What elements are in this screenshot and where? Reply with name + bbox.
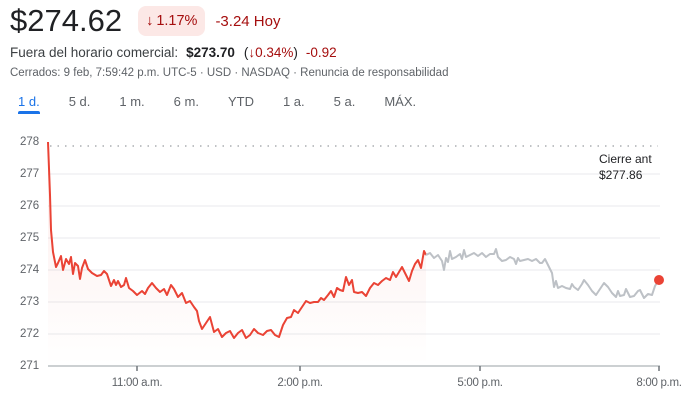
after-hours-change: -0.92 [305, 45, 337, 60]
x-tick-label: 5:00 p.m. [457, 377, 503, 389]
arrow-down-icon: ↓ [146, 13, 154, 29]
range-tabs: 1 d. 5 d. 1 m. 6 m. YTD 1 a. 5 a. MÁX. [18, 94, 445, 114]
tab-1m[interactable]: 1 m. [119, 94, 145, 109]
x-tick-label: 2:00 p.m. [277, 377, 323, 389]
after-hours-label: Fuera del horario comercial: [10, 45, 179, 60]
tab-1y[interactable]: 1 a. [282, 94, 305, 109]
tab-6m[interactable]: 6 m. [173, 94, 199, 109]
regular-hours-line [47, 141, 427, 339]
y-tick-label: 274 [20, 264, 40, 276]
tab-1d[interactable]: 1 d. [18, 94, 40, 114]
after-hours-line [425, 248, 659, 299]
tab-ytd[interactable]: YTD [227, 94, 254, 109]
x-tick-label: 11:00 a.m. [111, 377, 163, 389]
arrow-down-icon: ↓ [248, 45, 256, 60]
market-status-meta: Cerrados: 9 feb, 7:59:42 p.m. UTC-5 · US… [10, 67, 449, 79]
x-tick-label: 8:00 p.m. [636, 377, 682, 389]
y-tick-label: 277 [20, 168, 40, 180]
change-percent-badge: ↓ 1.17% [138, 6, 206, 36]
change-absolute: -3.24 Hoy [215, 12, 281, 30]
x-axis-ticks [136, 366, 660, 371]
y-tick-label: 273 [20, 296, 40, 308]
previous-close-value: $277.86 [599, 168, 643, 182]
previous-close-label: Cierre ant [599, 152, 652, 166]
quote-header: $274.62 ↓ 1.17% -3.24 Hoy [10, 2, 280, 40]
last-price-dot [654, 275, 664, 285]
change-percent: 1.17% [156, 13, 198, 29]
regular-hours-fill [48, 142, 426, 366]
y-tick-label: 276 [20, 200, 40, 212]
after-hours-price: $273.70 [186, 45, 235, 60]
y-tick-label: 275 [20, 232, 40, 244]
chart-canvas [47, 141, 664, 371]
current-price: $274.62 [10, 3, 123, 38]
tab-max[interactable]: MÁX. [384, 94, 417, 109]
tab-5y[interactable]: 5 a. [333, 94, 356, 109]
previous-close-annotation: Cierre ant $277.86 [599, 151, 652, 183]
tab-5d[interactable]: 5 d. [68, 94, 91, 109]
after-hours-percent: (↓0.34%) [243, 45, 298, 60]
after-hours-row: Fuera del horario comercial: $273.70 (↓0… [10, 45, 337, 60]
price-chart[interactable]: 278 277 276 275 274 273 272 271 11:00 a.… [0, 125, 695, 401]
y-tick-label: 278 [20, 136, 40, 148]
y-tick-label: 271 [20, 360, 40, 372]
y-tick-label: 272 [20, 328, 40, 340]
